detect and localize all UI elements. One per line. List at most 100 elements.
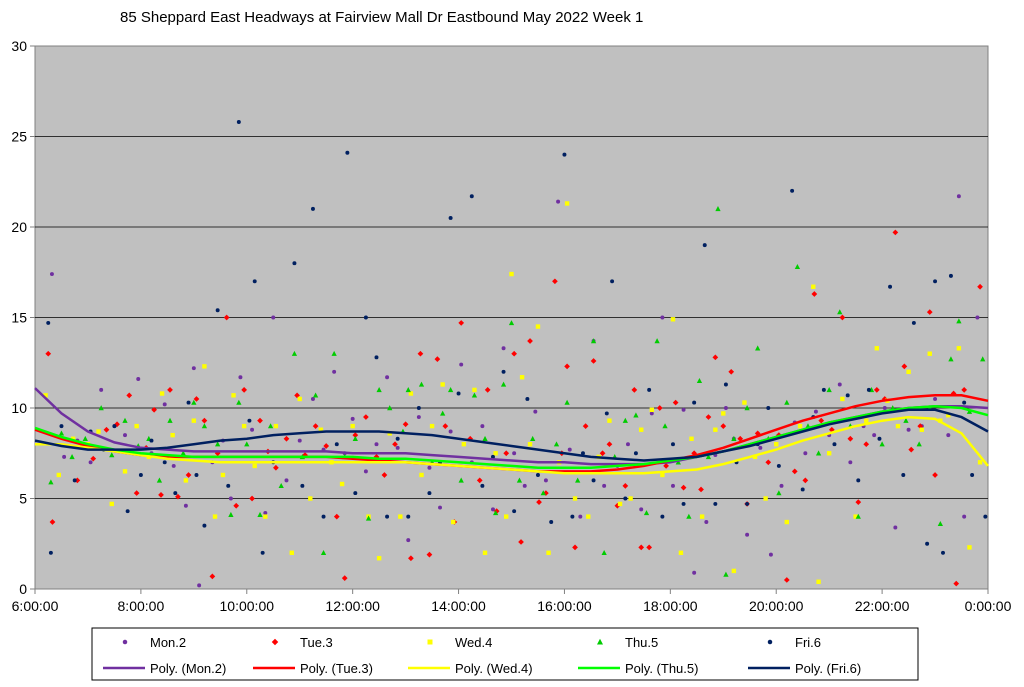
data-point <box>273 464 279 471</box>
data-point <box>376 556 382 561</box>
data-point <box>297 396 302 402</box>
data-point <box>451 519 456 525</box>
data-point <box>649 407 655 413</box>
x-tick-label: 6:00:00 <box>12 598 59 614</box>
data-point <box>784 519 790 525</box>
data-point <box>863 441 870 448</box>
data-point <box>932 472 938 478</box>
data-point <box>395 436 400 441</box>
data-point <box>504 514 509 519</box>
data-point <box>159 391 165 396</box>
data-point <box>633 412 639 418</box>
data-point <box>440 410 446 416</box>
data-point <box>888 284 893 289</box>
data-point <box>745 532 750 537</box>
data-point <box>292 261 297 266</box>
data-point <box>567 447 572 452</box>
legend-label: Poly. (Tue.3) <box>300 661 373 676</box>
data-point <box>723 406 728 410</box>
data-point <box>484 387 491 393</box>
data-point <box>660 514 665 519</box>
data-point <box>59 424 64 429</box>
data-point <box>493 451 498 456</box>
data-point <box>241 423 247 429</box>
data-point <box>911 320 916 325</box>
data-point <box>530 435 536 441</box>
data-point <box>387 405 393 411</box>
data-point <box>228 511 234 517</box>
legend-label: Poly. (Fri.6) <box>795 661 861 676</box>
data-point <box>713 427 718 432</box>
data-point <box>402 421 409 428</box>
data-point <box>469 194 474 199</box>
trendline <box>34 404 989 469</box>
data-point <box>363 469 368 474</box>
data-point <box>689 436 694 441</box>
data-point <box>318 427 324 432</box>
legend-marker <box>427 639 433 645</box>
data-point <box>201 423 208 429</box>
data-point <box>839 314 846 321</box>
data-point <box>509 271 514 277</box>
data-point <box>572 544 578 551</box>
data-point <box>893 525 898 530</box>
data-point <box>599 450 606 457</box>
data-point <box>553 441 560 447</box>
data-point <box>334 442 339 447</box>
data-point <box>297 438 302 443</box>
data-point <box>333 513 340 520</box>
data-point <box>853 514 858 519</box>
data-point <box>937 520 943 527</box>
data-point <box>660 472 665 478</box>
data-point <box>252 463 257 469</box>
data-point <box>406 538 411 543</box>
data-point <box>125 509 130 514</box>
data-point <box>300 483 305 488</box>
data-point <box>263 510 268 515</box>
data-point <box>419 472 424 478</box>
data-point <box>345 150 350 155</box>
data-point <box>774 442 779 447</box>
data-point <box>926 309 933 315</box>
data-point <box>448 215 453 220</box>
y-tick-label: 10 <box>11 400 27 416</box>
data-point <box>320 549 327 555</box>
data-point <box>503 450 510 457</box>
data-point <box>879 441 885 447</box>
data-point <box>418 381 425 387</box>
data-point <box>610 279 615 284</box>
data-point <box>427 465 432 470</box>
data-point <box>70 436 76 441</box>
data-point <box>953 580 960 587</box>
data-point <box>752 454 758 460</box>
data-point <box>69 454 75 460</box>
data-point <box>941 550 945 555</box>
data-point <box>970 472 975 477</box>
data-point <box>916 441 922 447</box>
data-point <box>919 427 925 432</box>
data-point <box>238 375 243 380</box>
data-point <box>500 381 507 387</box>
data-point <box>90 455 97 462</box>
x-axis: 6:00:00 8:00:00 10:00:00 12:00:00 14:00:00 16… <box>12 589 1012 614</box>
data-point <box>977 460 983 465</box>
data-point <box>649 411 654 416</box>
data-point <box>980 356 986 362</box>
data-point <box>692 400 697 405</box>
data-point <box>236 399 242 405</box>
data-point <box>215 441 221 447</box>
data-point <box>519 375 525 380</box>
data-point <box>535 324 541 329</box>
data-point <box>149 438 154 443</box>
data-point <box>543 478 548 483</box>
y-tick-label: 30 <box>11 38 27 54</box>
data-point <box>840 396 845 402</box>
data-point <box>877 436 882 441</box>
data-point <box>202 364 207 369</box>
data-point <box>763 496 768 501</box>
data-point <box>948 273 953 278</box>
data-point <box>535 472 540 477</box>
data-point <box>350 416 355 421</box>
data-point <box>136 377 141 382</box>
